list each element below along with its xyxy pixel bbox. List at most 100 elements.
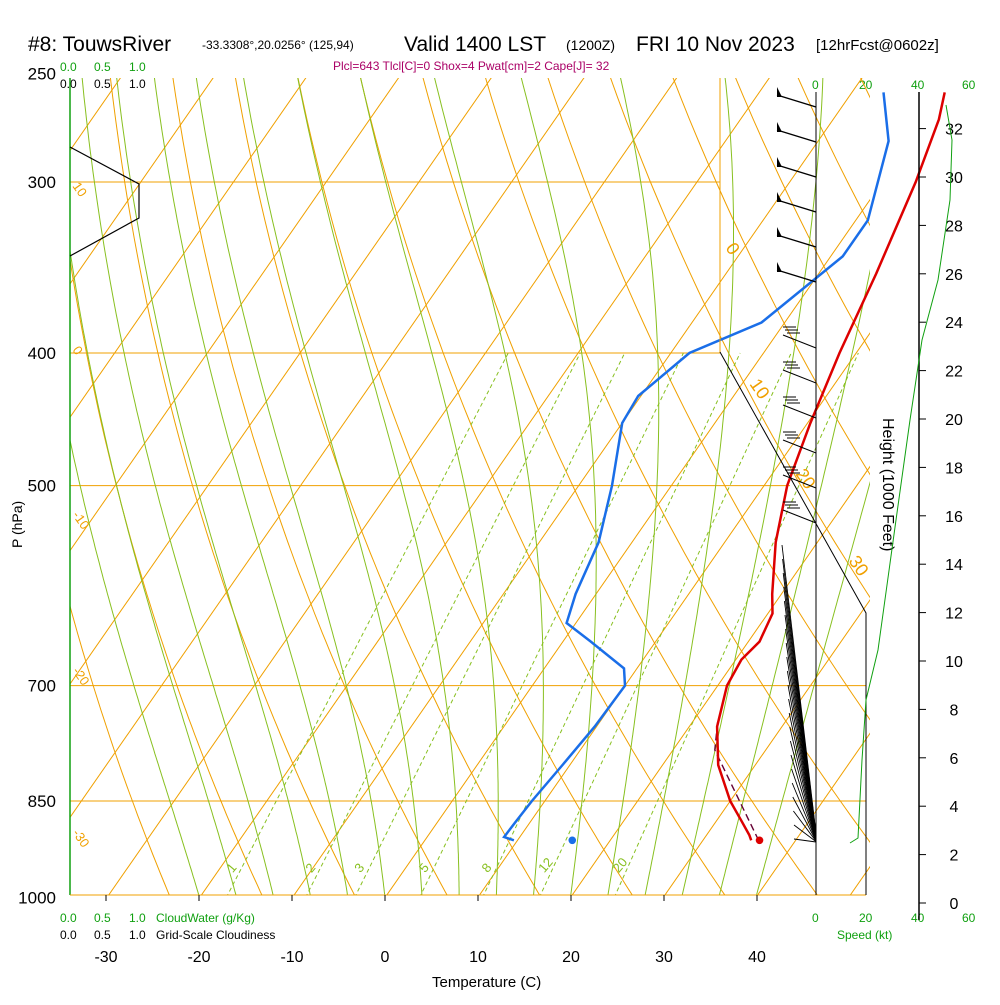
y2-axis-label: Height (1000 Feet) (879, 418, 896, 551)
isotherm-label: -10 (70, 508, 93, 532)
dry-adiabat (921, 74, 1000, 898)
height-tick-label: 6 (950, 751, 959, 768)
isotherm-label: 0 (70, 343, 86, 358)
temp-tick-label: 30 (655, 949, 673, 966)
speed-label: Speed (kt) (837, 928, 892, 942)
speed-tick-top-3: 60 (962, 78, 976, 92)
upper-boundary-line (720, 352, 866, 895)
height-tick-label: 2 (950, 848, 959, 865)
dry-adiabat (983, 74, 1000, 898)
wind-pennant (777, 157, 782, 167)
cloudiness-scale-bot-0: 0.0 (60, 928, 77, 942)
height-tick-label: 32 (945, 122, 963, 139)
station-coords: -33.3308°,20.0256° (125,94) (202, 38, 354, 52)
mixing-ratio-line (226, 353, 508, 898)
valid-zulu: (1200Z) (566, 37, 615, 53)
temp-tick-label: -20 (187, 949, 210, 966)
cloudiness-label: Grid-Scale Cloudiness (156, 928, 275, 942)
height-tick-label: 18 (945, 460, 963, 477)
wind-barb (777, 270, 816, 282)
pressure-tick-label: 300 (28, 173, 56, 192)
height-tick-label: 16 (945, 509, 963, 526)
pressure-tick-label: 1000 (18, 889, 56, 908)
mixing-ratio-label: 1 (223, 860, 239, 875)
pressure-tick-label: 700 (28, 677, 56, 696)
mixing-ratio-line (419, 353, 683, 898)
x-axis-label: Temperature (C) (432, 974, 541, 991)
dry-adiabat (796, 74, 1000, 898)
wind-barb (777, 165, 816, 177)
mixing-ratio-label: 2 (302, 860, 318, 875)
speed-tick-bot-2: 40 (911, 911, 925, 925)
cloud-scale-bot-2: 1.0 (129, 911, 146, 925)
station-title: #8: TouwsRiver (28, 33, 171, 56)
temp-tick-label: 0 (381, 949, 390, 966)
cloud-scale-top-2: 1.0 (129, 60, 146, 74)
isotherm-label: -20 (70, 664, 93, 688)
wind-barb (777, 95, 816, 107)
mixing-ratio-label: 8 (478, 860, 494, 875)
speed-tick-bot-3: 60 (962, 911, 976, 925)
y-axis-label: P (hPa) (9, 501, 25, 548)
isotherm-line (849, 74, 1000, 898)
cloudwater-label: CloudWater (g/Kg) (156, 911, 255, 925)
cloudiness-scale-top-0: 0.0 (60, 77, 77, 91)
pressure-tick-label: 500 (28, 477, 56, 496)
cloudiness-scale-top-2: 1.0 (129, 77, 146, 91)
height-tick-label: 30 (945, 170, 963, 187)
wind-pennant (777, 87, 782, 97)
wind-barb (777, 200, 816, 212)
speed-tick-top-2: 40 (911, 78, 925, 92)
valid-time: Valid 1400 LST (404, 33, 546, 56)
forecast-label: [12hrFcst@0602z] (816, 37, 939, 54)
height-tick-label: 26 (945, 267, 963, 284)
mixing-ratio-label: 20 (610, 855, 631, 876)
cloud-scale-top-0: 0.0 (60, 60, 77, 74)
wind-pennant (777, 262, 782, 272)
mixing-ratio-label: 3 (351, 860, 367, 875)
dewpoint-line (504, 92, 888, 840)
cloud-scale-bot-1: 0.5 (94, 911, 111, 925)
valid-date: FRI 10 Nov 2023 (636, 33, 795, 56)
isotherm-label: 30 (845, 552, 873, 580)
isotherm-label: -30 (70, 826, 93, 850)
height-tick-label: 8 (950, 702, 959, 719)
cloudiness-scale-bot-2: 1.0 (129, 928, 146, 942)
height-tick-label: 12 (945, 606, 963, 623)
cloud-scale-top-1: 0.5 (94, 60, 111, 74)
wind-barb (783, 405, 816, 418)
cloudiness-scale-bot-1: 0.5 (94, 928, 111, 942)
height-tick-label: 20 (945, 412, 963, 429)
surface-dewpoint-dot (568, 836, 576, 844)
temp-tick-label: -10 (280, 949, 303, 966)
isotherm-label: 10 (746, 375, 774, 403)
height-tick-label: 22 (945, 364, 963, 381)
pressure-tick-label: 400 (28, 344, 56, 363)
height-tick-label: 10 (945, 654, 963, 671)
cloud-scale-bot-0: 0.0 (60, 911, 77, 925)
wind-barb (777, 130, 816, 142)
isotherm-line (0, 74, 31, 898)
wind-barb (783, 335, 816, 348)
height-tick-label: 4 (950, 799, 959, 816)
mixing-ratio-label: 12 (535, 855, 556, 876)
speed-tick-top-0: 0 (812, 78, 819, 92)
isotherm-line (756, 74, 1000, 898)
temperature-line (717, 92, 945, 840)
pressure-tick-label: 850 (28, 792, 56, 811)
speed-tick-bot-0: 0 (812, 911, 819, 925)
speed-tick-bot-1: 20 (859, 911, 873, 925)
wind-barb (783, 510, 816, 523)
mixing-ratio-line (614, 353, 858, 898)
indices-line: Plcl=643 Tlcl[C]=0 Shox=4 Pwat[cm]=2 Cap… (333, 59, 610, 73)
cloudiness-scale-top-1: 0.5 (94, 77, 111, 91)
temp-tick-label: -30 (94, 949, 117, 966)
height-tick-label: 24 (945, 315, 963, 332)
parcel-line (715, 719, 759, 841)
wind-pennant (777, 227, 782, 237)
surface-temp-dot (756, 836, 764, 844)
isotherm-label: 0 (722, 239, 744, 259)
